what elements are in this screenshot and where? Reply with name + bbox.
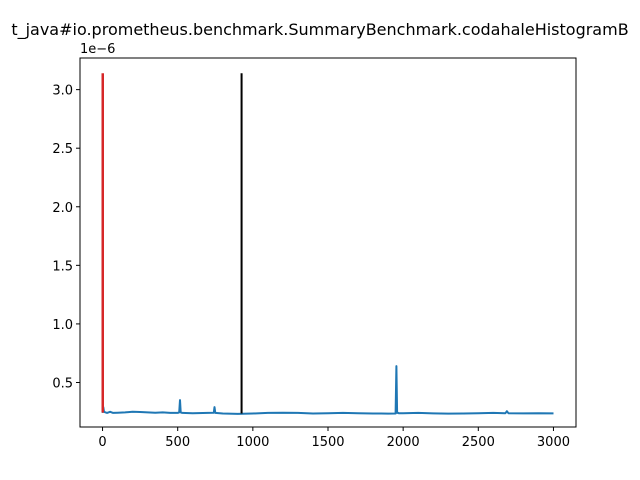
axes-frame: [79, 57, 577, 428]
x-tick-label: 1000: [236, 435, 269, 450]
series-line-1: [101, 73, 104, 413]
x-tick-label: 2500: [462, 435, 495, 450]
x-tick-label: 1500: [311, 435, 344, 450]
y-tick-label: 2.0: [52, 201, 73, 216]
plot-area: [101, 73, 554, 415]
y-tick-label: 2.5: [52, 142, 73, 157]
x-tick-label: 500: [165, 435, 190, 450]
y-axis: 0.5 1.0 1.5 2.0 2.5 3.0: [52, 84, 80, 391]
y-tick-label: 1.0: [52, 318, 73, 333]
x-tick-label: 3000: [537, 435, 570, 450]
chart-title: t_java#io.prometheus.benchmark.SummaryBe…: [11, 20, 628, 40]
y-offset-label: 1e−6: [80, 42, 115, 57]
y-tick-label: 3.0: [52, 84, 73, 99]
y-tick-label: 1.5: [52, 259, 73, 274]
x-tick-label: 2000: [387, 435, 420, 450]
series-line-0: [101, 365, 554, 415]
y-tick-label: 0.5: [52, 376, 73, 391]
x-tick-label: 0: [98, 435, 106, 450]
x-axis: 0 500 1000 1500 2000 2500 3000: [98, 427, 570, 450]
